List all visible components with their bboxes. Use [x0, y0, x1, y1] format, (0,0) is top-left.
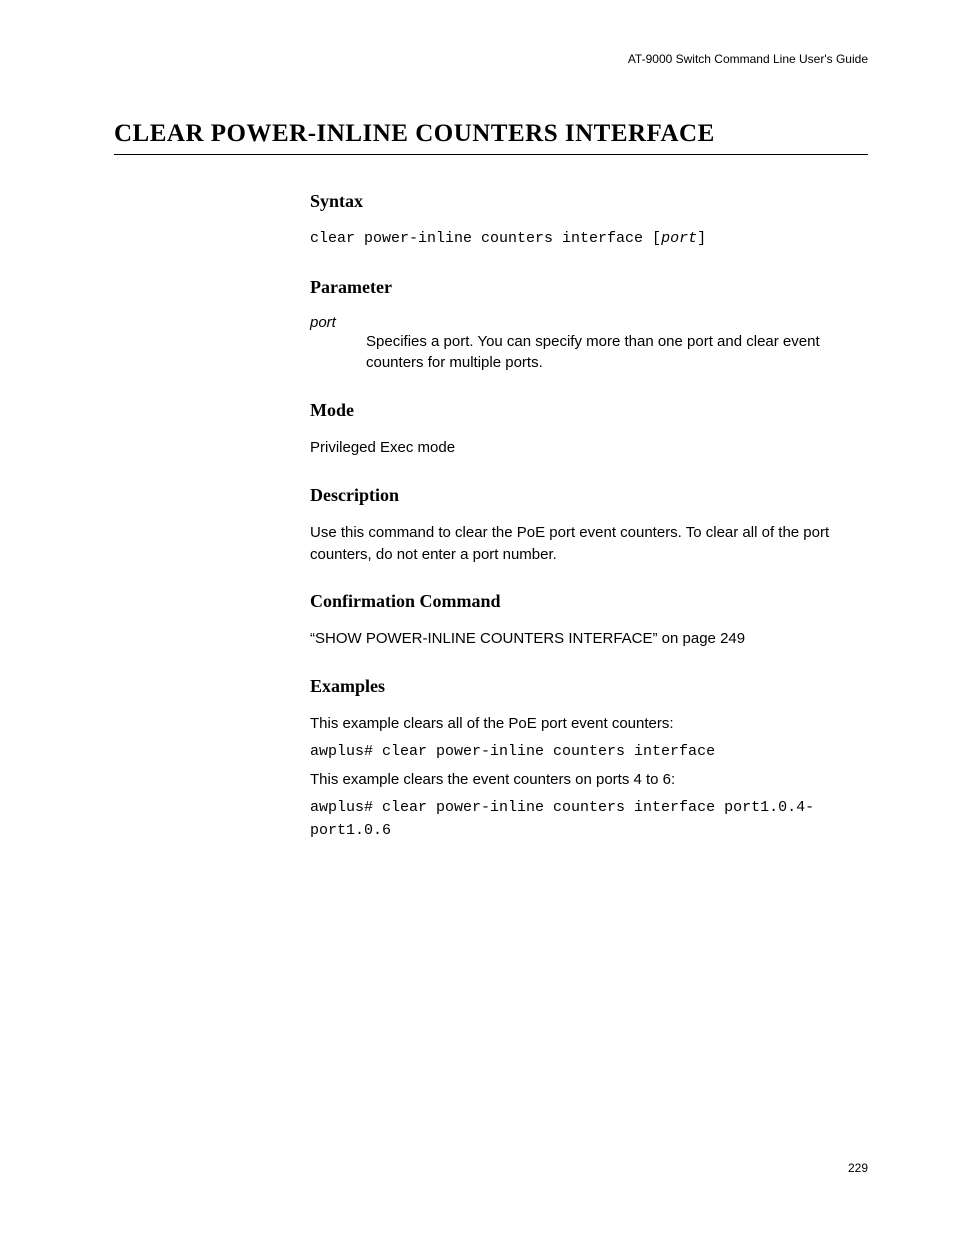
- page-number: 229: [848, 1161, 868, 1175]
- command-title: CLEAR POWER-INLINE COUNTERS INTERFACE: [114, 120, 868, 155]
- syntax-suffix: ]: [697, 230, 706, 247]
- description-text: Use this command to clear the PoE port e…: [310, 522, 868, 566]
- confirmation-heading: Confirmation Command: [310, 591, 868, 612]
- content-block: Syntax clear power-inline counters inter…: [310, 191, 868, 842]
- mode-heading: Mode: [310, 400, 868, 421]
- example-intro-2: This example clears the event counters o…: [310, 769, 868, 791]
- parameter-name: port: [310, 314, 868, 331]
- example-command-2: awplus# clear power-inline counters inte…: [310, 797, 868, 842]
- example-intro-1: This example clears all of the PoE port …: [310, 713, 868, 735]
- page-container: AT-9000 Switch Command Line User's Guide…: [0, 0, 954, 1235]
- mode-text: Privileged Exec mode: [310, 437, 868, 459]
- description-heading: Description: [310, 485, 868, 506]
- header-guide-title: AT-9000 Switch Command Line User's Guide: [114, 52, 868, 66]
- confirmation-text: “SHOW POWER-INLINE COUNTERS INTERFACE” o…: [310, 628, 868, 650]
- examples-heading: Examples: [310, 676, 868, 697]
- syntax-command: clear power-inline counters interface [p…: [310, 228, 868, 251]
- parameter-description: Specifies a port. You can specify more t…: [366, 331, 868, 375]
- syntax-arg: port: [661, 230, 697, 247]
- parameter-heading: Parameter: [310, 277, 868, 298]
- syntax-heading: Syntax: [310, 191, 868, 212]
- example-command-1: awplus# clear power-inline counters inte…: [310, 741, 868, 764]
- syntax-prefix: clear power-inline counters interface [: [310, 230, 661, 247]
